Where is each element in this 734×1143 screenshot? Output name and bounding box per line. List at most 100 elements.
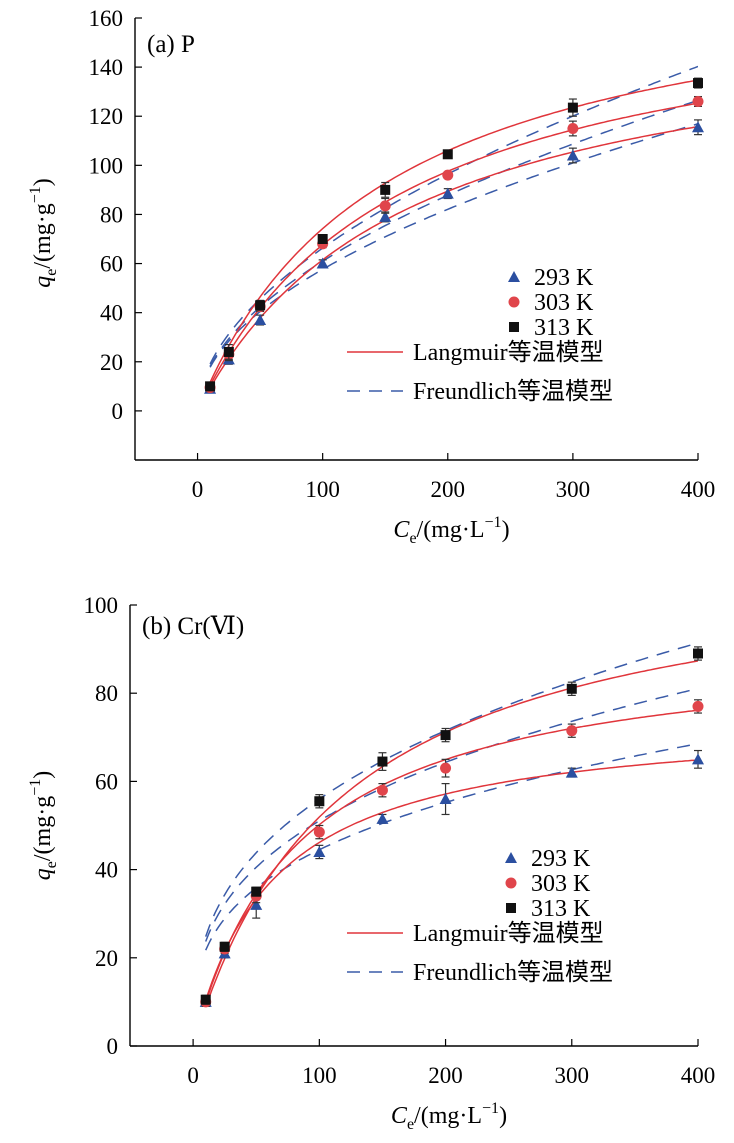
data-point: [692, 753, 704, 765]
freundlich-curve: [209, 99, 698, 367]
y-tick-label: 100: [89, 153, 124, 178]
data-point: [692, 95, 704, 107]
y-tick-label: 0: [112, 399, 124, 424]
legend-label-s303: 303 K: [534, 290, 594, 316]
legend-label-s293: 293 K: [534, 265, 594, 291]
langmuir-curve: [204, 660, 698, 1008]
x-tick-label: 0: [187, 1063, 199, 1088]
langmuir-curve: [204, 759, 698, 1001]
data-point: [509, 322, 519, 332]
y-tick-label: 40: [95, 858, 118, 883]
data-point: [440, 762, 452, 774]
freundlich-curve: [204, 642, 698, 937]
data-point: [255, 300, 266, 311]
data-point: [442, 169, 454, 181]
y-tick-label: 120: [89, 104, 124, 129]
data-point: [376, 784, 388, 796]
y-tick-label: 160: [89, 6, 124, 31]
data-point: [505, 877, 517, 889]
data-point: [251, 886, 262, 897]
panel-title: (a) P: [147, 31, 195, 58]
y-tick-label: 140: [89, 55, 124, 80]
legend-label-langmuir: Langmuir等温模型: [413, 920, 604, 947]
data-point: [313, 826, 325, 838]
y-tick-label: 20: [100, 350, 123, 375]
y-tick-label: 80: [95, 681, 118, 706]
data-point: [565, 766, 578, 778]
x-tick-label: 400: [681, 477, 716, 502]
data-point: [376, 812, 389, 824]
data-point: [440, 730, 451, 741]
panel-title: (b) Cr(Ⅵ): [142, 613, 244, 640]
x-tick-label: 300: [555, 1063, 590, 1088]
legend-label-s293: 293 K: [531, 846, 591, 872]
data-point: [377, 756, 388, 767]
data-point: [506, 903, 516, 913]
y-tick-label: 20: [95, 946, 118, 971]
y-axis-label: qe/(mg·g−1): [27, 178, 60, 287]
legend-label-s313: 313 K: [534, 315, 594, 341]
data-point: [441, 187, 454, 199]
data-point: [508, 296, 520, 308]
langmuir-curve: [204, 709, 698, 1003]
data-point: [442, 149, 453, 160]
data-point: [508, 271, 520, 282]
data-point: [566, 149, 579, 161]
x-tick-label: 100: [305, 477, 340, 502]
chart-panel-a: 0 20 40 60 80 100 120 140 160 0 100 200 300 400 (a) P C…: [27, 6, 715, 547]
data-point: [254, 314, 267, 326]
x-tick-label: 300: [556, 477, 591, 502]
x-tick-label: 0: [192, 477, 204, 502]
legend-label-freundlich: Freundlich等温模型: [413, 959, 613, 986]
data-point: [567, 123, 579, 134]
data-point: [566, 725, 578, 737]
data-point: [314, 796, 325, 807]
data-point: [693, 78, 703, 89]
data-point: [250, 898, 263, 910]
data-point: [379, 200, 391, 212]
x-axis-label: Ce/(mg·L−1): [393, 514, 509, 547]
data-point: [223, 346, 234, 357]
data-point: [692, 700, 704, 712]
y-tick-label: 60: [100, 252, 123, 277]
data-point: [316, 257, 329, 269]
data-point: [566, 683, 577, 694]
x-tick-label: 400: [681, 1063, 716, 1088]
freundlich-curve: [209, 122, 698, 368]
x-axis-label: Ce/(mg·L−1): [391, 1100, 507, 1133]
data-point: [693, 648, 703, 659]
data-point: [379, 210, 392, 222]
legend-label-freundlich: Freundlich等温模型: [413, 378, 613, 405]
data-point: [317, 234, 328, 244]
chart-panel-b: 0 20 40 60 80 100 0 100 200 300 400 (b) Cr(Ⅵ) Ce/(mg…: [27, 593, 715, 1133]
data-point: [200, 994, 211, 1005]
y-tick-label: 80: [100, 202, 123, 227]
data-point: [380, 184, 391, 195]
x-tick-label: 200: [431, 477, 466, 502]
data-point: [313, 845, 326, 857]
legend-label-s313: 313 K: [531, 896, 591, 922]
data-point: [567, 102, 578, 113]
langmuir-curve: [209, 102, 698, 386]
y-tick-label: 100: [84, 593, 119, 618]
legend-label-s303: 303 K: [531, 871, 591, 897]
y-tick-label: 0: [107, 1034, 119, 1059]
x-tick-label: 200: [428, 1063, 463, 1088]
legend-label-langmuir: Langmuir等温模型: [413, 339, 604, 366]
langmuir-curve: [209, 79, 698, 383]
y-tick-label: 40: [100, 301, 123, 326]
y-axis-label: qe/(mg·g−1): [27, 771, 60, 880]
data-point: [505, 852, 517, 863]
data-point: [439, 793, 452, 805]
freundlich-curve: [205, 687, 698, 942]
y-tick-label: 60: [95, 769, 118, 794]
data-point: [692, 121, 704, 133]
langmuir-curve: [209, 125, 698, 389]
data-point: [205, 381, 216, 392]
data-point: [219, 941, 230, 952]
x-tick-label: 100: [302, 1063, 337, 1088]
freundlich-curve: [209, 65, 698, 365]
